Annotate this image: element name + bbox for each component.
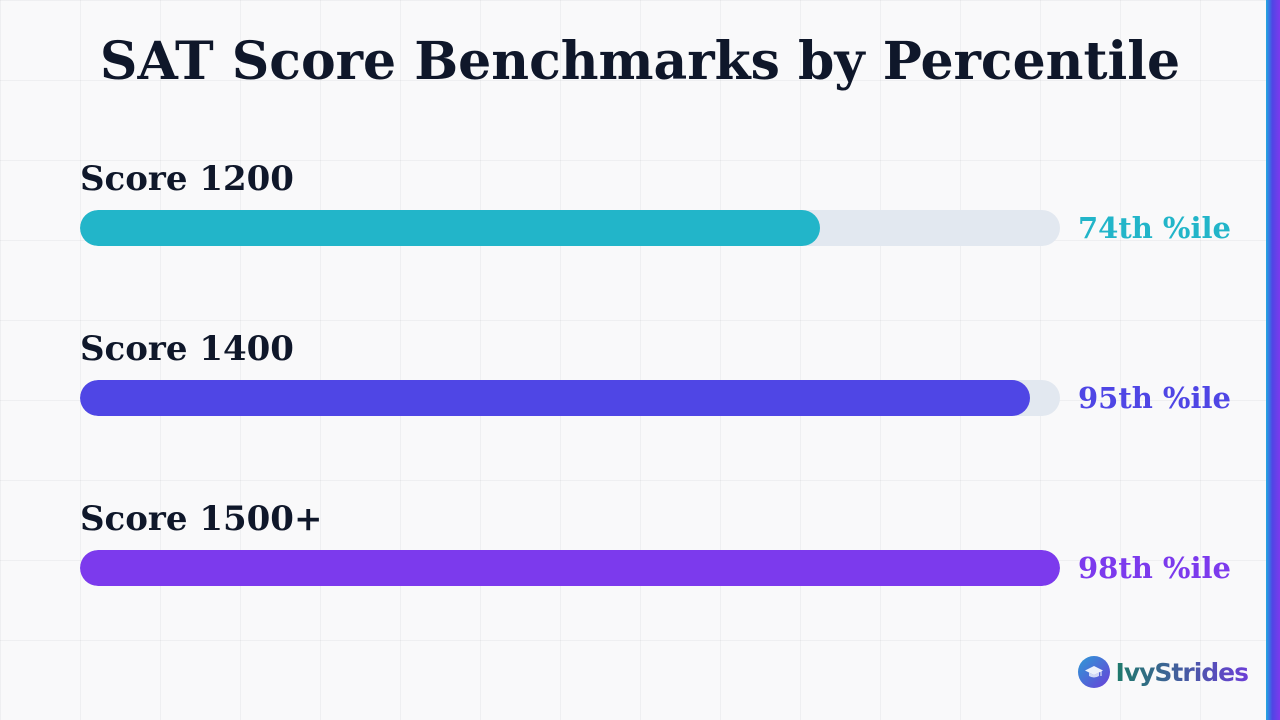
category-label: Score 1400: [80, 329, 294, 369]
brand-logo: IvyStrides: [1077, 656, 1249, 688]
value-label: 98th %ile: [1078, 551, 1231, 585]
graduation-cap-icon: [1077, 656, 1110, 688]
bar-track: [80, 380, 1060, 416]
bar-row: Score 1400 95th %ile: [80, 330, 1250, 430]
chart-title: SAT Score Benchmarks by Percentile: [99, 31, 1181, 92]
category-label: Score 1200: [80, 159, 294, 199]
value-label: 74th %ile: [1078, 211, 1231, 245]
accent-stripe: [1266, 0, 1280, 720]
category-label: Score 1500+: [80, 499, 323, 539]
brand-name: IvyStrides: [1115, 657, 1249, 687]
bar: [80, 210, 820, 246]
bar: [80, 380, 1030, 416]
bar-track: [80, 210, 1060, 246]
value-label: 95th %ile: [1078, 381, 1231, 415]
bar-row: Score 1200 74th %ile: [80, 160, 1250, 260]
bar-row: Score 1500+ 98th %ile: [80, 500, 1250, 600]
bar: [80, 550, 1060, 586]
bar-track: [80, 550, 1060, 586]
